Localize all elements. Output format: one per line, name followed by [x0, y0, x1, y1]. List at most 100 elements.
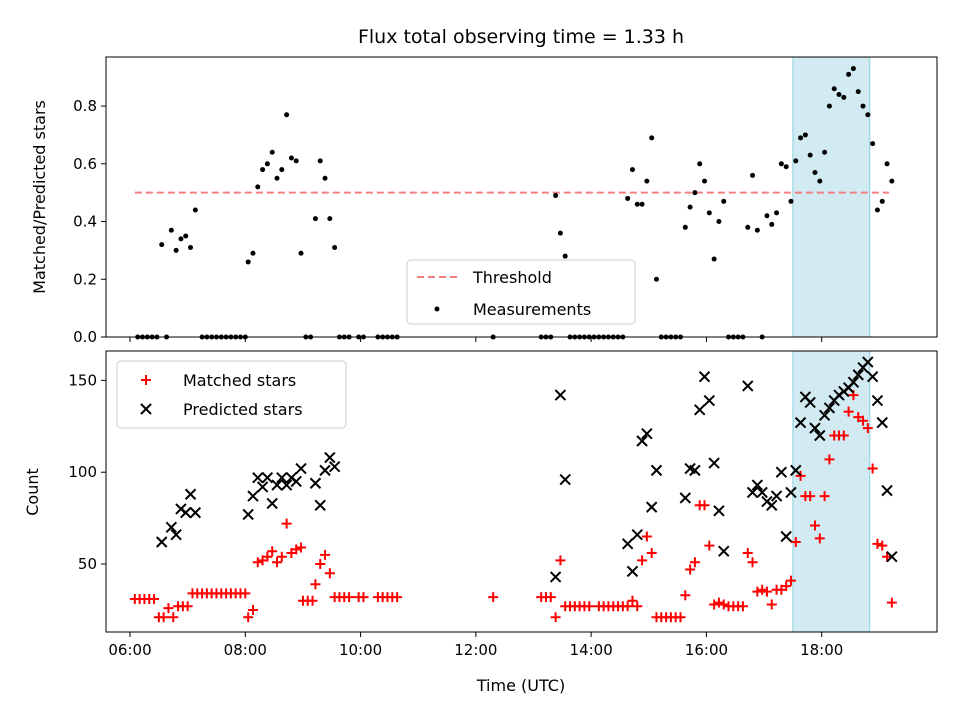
predicted-star-point: [708, 457, 720, 469]
measurement-point: [754, 227, 760, 233]
predicted-star-point: [886, 550, 898, 563]
predicted-star-point: [261, 472, 274, 484]
measurement-point: [697, 161, 703, 167]
predicted-star-point: [271, 479, 283, 491]
predicted-star-point: [324, 451, 336, 464]
predicted-star-point: [694, 404, 706, 416]
predicted-star-point: [770, 490, 783, 502]
matched-star-point: [858, 415, 869, 426]
predicted-star-point: [621, 538, 634, 550]
matched-star-point: [310, 579, 321, 590]
measurement-point: [159, 242, 165, 248]
predicted-star-point: [818, 409, 831, 421]
measurement-point: [653, 276, 659, 282]
matched-star-point: [862, 423, 873, 434]
predicted-star-point: [559, 473, 571, 486]
measurement-point: [716, 219, 722, 225]
x-tick-label: 14:00: [570, 641, 613, 659]
legend-threshold-label: Threshold: [472, 268, 552, 287]
bottom-y-axis-label: Count: [23, 468, 42, 516]
measurement-point: [764, 213, 770, 219]
matched-star-point: [315, 559, 326, 570]
measurement-point: [774, 210, 780, 216]
predicted-star-point: [242, 508, 254, 521]
matched-star-point: [296, 542, 307, 553]
predicted-star-point: [650, 464, 663, 477]
measurement-point: [279, 167, 285, 173]
predicted-star-point: [252, 472, 264, 484]
measurement-point: [745, 224, 751, 230]
x-tick-label: 06:00: [108, 641, 151, 659]
predicted-star-point: [184, 488, 197, 500]
measurement-point: [264, 161, 270, 167]
legend-matched-marker: [141, 375, 151, 385]
measurement-point: [850, 66, 856, 72]
matched-star-point: [240, 588, 251, 599]
predicted-star-point: [814, 429, 826, 442]
matched-star-point: [488, 592, 499, 603]
predicted-star-point: [794, 416, 807, 429]
measurement-point: [865, 112, 871, 118]
predicted-star-point: [247, 490, 259, 502]
matched-star-point: [685, 564, 696, 575]
matched-star-point: [158, 612, 169, 623]
matched-star-point: [805, 491, 816, 502]
matched-star-point: [814, 533, 825, 544]
measurement-point: [168, 227, 174, 233]
matched-star-point: [872, 538, 883, 549]
measurement-point: [245, 259, 251, 265]
measurement-point: [274, 175, 280, 181]
measurement-point: [817, 178, 823, 184]
top-axes-frame: [105, 56, 938, 338]
measurement-point: [807, 152, 813, 158]
matched-star-point: [168, 612, 179, 623]
matched-star-point: [785, 575, 796, 586]
predicted-star-point: [790, 464, 802, 477]
matched-star-point: [704, 540, 715, 551]
measurement-point: [889, 178, 895, 184]
predicted-star-point: [295, 462, 307, 475]
measurement-point: [183, 233, 189, 239]
measurement-point: [687, 204, 693, 210]
predicted-star-point: [290, 475, 302, 488]
predicted-star-point: [756, 486, 768, 499]
matched-star-point: [262, 551, 273, 562]
matched-star-point: [752, 586, 763, 597]
measurement-point: [692, 190, 698, 196]
top-y-tick-label: 0.2: [73, 270, 97, 288]
measurement-point: [178, 236, 184, 242]
measurement-point: [634, 201, 640, 207]
measurement-point: [317, 158, 323, 164]
predicted-star-point: [256, 481, 269, 493]
predicted-star-point: [809, 422, 821, 434]
measurement-point: [778, 161, 784, 167]
matched-star-point: [843, 406, 854, 417]
predicted-star-point: [280, 479, 293, 491]
matched-star-point: [392, 592, 403, 603]
measurement-point: [783, 164, 789, 170]
bottom-panel: 50 100 150 06:00 08:00 10:00 12:00 14:00 16:00 18…: [68, 350, 938, 659]
matched-star-point: [281, 518, 292, 529]
measurement-point: [769, 221, 775, 227]
matched-star-point: [867, 463, 878, 474]
matched-star-point: [291, 544, 302, 555]
predicted-star-point: [679, 492, 692, 504]
predicted-star-point: [718, 545, 730, 557]
predicted-star-point: [309, 477, 322, 489]
bottom-y-tick-label: 150: [68, 371, 97, 389]
measurement-point: [639, 201, 645, 207]
measurement-point: [192, 207, 198, 213]
predicted-star-point: [876, 416, 888, 429]
measurement-point: [822, 149, 828, 155]
matched-star-point: [689, 557, 700, 568]
matched-star-point: [882, 551, 893, 562]
predicted-star-point: [823, 402, 836, 414]
matched-star-point: [637, 555, 648, 566]
matched-star-point: [320, 549, 331, 560]
top-y-tick-label: 0.8: [73, 97, 97, 115]
legend-top: Threshold Measurements: [406, 259, 636, 325]
matched-star-point: [252, 557, 263, 568]
predicted-star-point: [328, 460, 341, 473]
predicted-star-point: [645, 501, 658, 513]
matched-star-point: [795, 470, 806, 481]
